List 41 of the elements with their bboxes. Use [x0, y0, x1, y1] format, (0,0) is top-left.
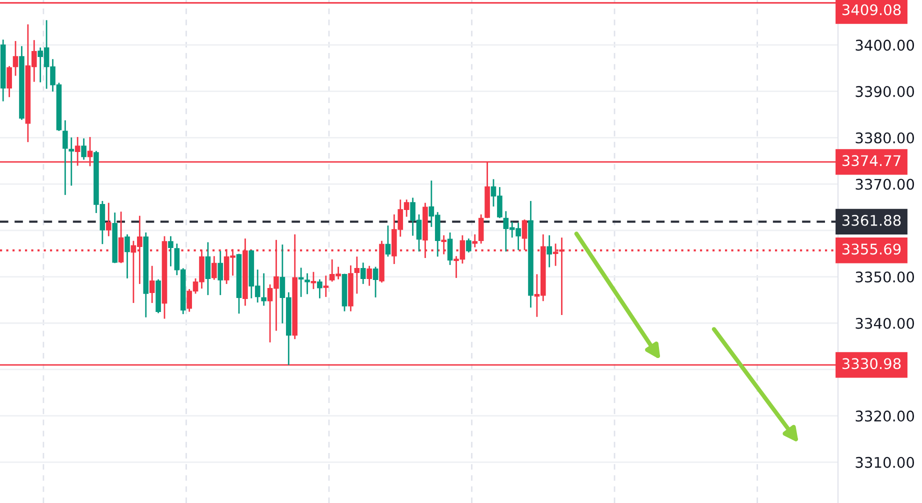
y-tick-label: 3400.00 — [856, 40, 914, 51]
candlestick — [149, 266, 155, 303]
candlestick — [323, 276, 329, 297]
candlestick — [212, 256, 217, 280]
y-tick-label: 3370.00 — [856, 178, 914, 190]
candlestick — [12, 41, 18, 76]
candlestick — [310, 272, 316, 290]
y-tick-label: 3340.00 — [856, 318, 914, 329]
candlestick — [360, 262, 366, 284]
candlestick — [366, 266, 372, 286]
candlestick — [205, 242, 211, 296]
candlestick — [546, 235, 552, 268]
candlestick — [106, 202, 112, 236]
candlestick — [304, 273, 310, 294]
candlestick — [298, 268, 304, 297]
candlestick — [478, 214, 484, 244]
candlestick — [218, 251, 224, 296]
candlestick — [168, 236, 174, 266]
candlestick — [124, 234, 130, 278]
y-tick-label: 3320.00 — [856, 410, 914, 422]
ref-line-label: 3355.69 — [842, 244, 901, 255]
ref-line-label: 3361.88 — [842, 214, 901, 226]
candlestick — [81, 138, 86, 160]
y-tick-label: 3350.00 — [856, 271, 914, 283]
ref-line-label: 3409.08 — [842, 4, 901, 16]
candlestick — [6, 66, 12, 98]
candlestick — [62, 120, 68, 195]
candlestick — [317, 279, 322, 298]
candlestick — [472, 234, 478, 248]
candlestick — [68, 137, 74, 186]
y-tick-label: 3390.00 — [856, 86, 914, 98]
candlestick — [385, 226, 391, 257]
candlestick — [447, 232, 453, 265]
candlestick — [354, 256, 360, 294]
ref-line-label: 3374.77 — [842, 155, 900, 166]
y-tick-label: 3380.00 — [856, 132, 914, 144]
candlestick — [466, 238, 472, 252]
ref-line-label: 3330.98 — [842, 358, 901, 370]
y-tick-label: 3310.00 — [856, 456, 914, 468]
candlestick — [372, 266, 378, 298]
candlestick — [261, 273, 266, 306]
